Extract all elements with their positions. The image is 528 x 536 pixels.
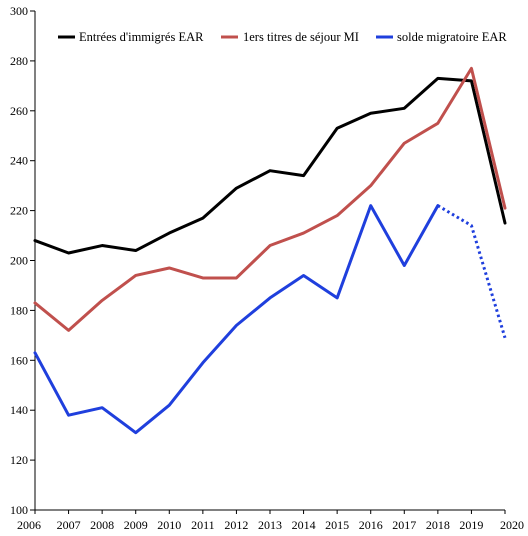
series-line xyxy=(33,66,507,332)
y-tick-label: 180 xyxy=(10,303,28,317)
y-tick-label: 300 xyxy=(10,4,28,18)
x-tick-label: 2017 xyxy=(392,518,416,532)
legend-label: solde migratoire EAR xyxy=(397,30,507,44)
x-axis-ticks: 2006 2007 2008 2009 2010 2011 2012 2013 2014 2015… xyxy=(17,510,524,532)
series-line-dotted xyxy=(437,204,507,339)
legend: Entrées d'immigrés EAR 1ers titres de séj… xyxy=(58,30,507,44)
series-layer xyxy=(33,66,507,435)
series-1 xyxy=(33,66,507,332)
x-tick-label: 2014 xyxy=(292,518,316,532)
x-tick-label: 2016 xyxy=(359,518,383,532)
series-2 xyxy=(33,204,507,435)
legend-item: 1ers titres de séjour MI xyxy=(221,30,359,44)
y-tick-label: 280 xyxy=(10,54,28,68)
legend-label: Entrées d'immigrés EAR xyxy=(79,30,204,44)
axes xyxy=(34,11,505,511)
x-tick-label: 2013 xyxy=(258,518,282,532)
x-tick-label: 2008 xyxy=(90,518,114,532)
y-tick-label: 240 xyxy=(10,154,28,168)
x-tick-label: 2010 xyxy=(157,518,181,532)
y-tick-label: 120 xyxy=(10,453,28,467)
y-tick-label: 100 xyxy=(10,503,28,517)
x-tick-label: 2020 xyxy=(500,518,524,532)
legend-item: Entrées d'immigrés EAR xyxy=(58,30,204,44)
y-tick-label: 260 xyxy=(10,104,28,118)
y-tick-label: 140 xyxy=(10,403,28,417)
x-tick-label: 2018 xyxy=(426,518,450,532)
y-axis-ticks: 100 120 140 160 180 200 220 240 260 280 300 xyxy=(10,4,35,517)
series-line xyxy=(33,204,440,435)
x-tick-label: 2012 xyxy=(224,518,248,532)
y-tick-label: 200 xyxy=(10,254,28,268)
x-tick-label: 2007 xyxy=(57,518,81,532)
series-0 xyxy=(33,76,507,255)
x-tick-label: 2011 xyxy=(191,518,215,532)
x-tick-label: 2006 xyxy=(17,518,41,532)
x-tick-label: 2009 xyxy=(124,518,148,532)
legend-label: 1ers titres de séjour MI xyxy=(243,30,359,44)
x-tick-label: 2019 xyxy=(459,518,483,532)
legend-item: solde migratoire EAR xyxy=(376,30,507,44)
series-line xyxy=(33,76,507,255)
y-tick-label: 220 xyxy=(10,204,28,218)
y-tick-label: 160 xyxy=(10,353,28,367)
x-tick-label: 2015 xyxy=(325,518,349,532)
